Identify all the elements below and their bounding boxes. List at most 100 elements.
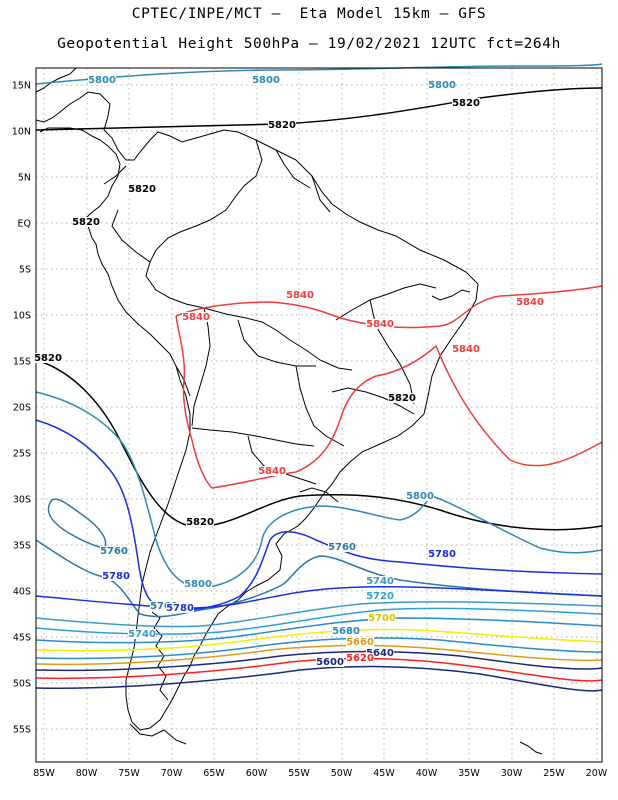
- lon-tick-label: 85W: [33, 768, 55, 779]
- contour-label: 5600: [316, 657, 344, 668]
- lat-tick-label: 10S: [13, 311, 31, 322]
- contour-label-bg: [128, 184, 156, 194]
- contour-label-bg: [34, 353, 62, 363]
- contour-label: 5620: [346, 653, 374, 664]
- contour-label-bg: [452, 98, 480, 108]
- contour-label: 5840: [452, 344, 480, 355]
- contour-label-bg: [72, 217, 100, 227]
- lat-tick-label: 15S: [13, 357, 31, 368]
- contour-label: 5840: [516, 297, 544, 308]
- contour-label: 5680: [332, 626, 360, 637]
- contour-label-bg: [316, 657, 344, 667]
- contour-label-layer: 5800 5800 5800 5820 5820 5820 5820 5820 5820 5820…: [34, 75, 544, 668]
- contour-label: 5840: [366, 319, 394, 330]
- contour-label-bg: [366, 576, 394, 586]
- lon-tick-label: 30W: [501, 768, 523, 779]
- lon-tick-label: 55W: [288, 768, 310, 779]
- lat-tick-label: 35S: [13, 541, 31, 552]
- lat-axis: 15N 10N 5N EQ 5S 10S 15S 20S 25S 30S 35S 40S 45S 50S 5…: [12, 81, 31, 736]
- lon-tick-label: 60W: [246, 768, 268, 779]
- lat-tick-label: 25S: [13, 449, 31, 460]
- contour-label-bg: [268, 120, 296, 130]
- lon-tick-label: 65W: [203, 768, 225, 779]
- contour-label-bg: [166, 603, 194, 613]
- contour-label: 5800: [406, 491, 434, 502]
- coastline: [35, 67, 543, 755]
- lat-tick-label: 50S: [13, 679, 31, 690]
- contour-label: 5640: [366, 648, 394, 659]
- lon-axis: 85W 80W 75W 70W 65W 60W 55W 50W 45W 40W 35W 30W 25W 2…: [33, 768, 608, 779]
- lon-tick-label: 40W: [416, 768, 438, 779]
- lon-tick-label: 25W: [543, 768, 565, 779]
- contour-label-bg: [182, 312, 210, 322]
- contour-label: 5820: [268, 120, 296, 131]
- chart-title: CPTEC/INPE/MCT – Eta Model 15km – GFS: [131, 6, 487, 22]
- grid: [36, 68, 602, 762]
- contour-label: 5760: [150, 601, 178, 612]
- contour-label: 5760: [328, 542, 356, 553]
- contour-label: 5800: [428, 80, 456, 91]
- contours: [35, 63, 603, 692]
- lon-tick-label: 75W: [118, 768, 140, 779]
- plot-frame: [35, 67, 603, 763]
- contour-label: 5800: [184, 579, 212, 590]
- contour-label-bg: [346, 637, 374, 647]
- contour-label-bg: [428, 80, 456, 90]
- lon-tick-label: 45W: [373, 768, 395, 779]
- contour-label-bg: [366, 591, 394, 601]
- contour-label: 5780: [428, 549, 456, 560]
- contour-label-bg: [88, 75, 116, 85]
- contour-label: 5840: [182, 312, 210, 323]
- contour-label-bg: [184, 579, 212, 589]
- lat-tick-label: 45S: [13, 633, 31, 644]
- contour-label: 5660: [346, 637, 374, 648]
- contour-label-bg: [332, 626, 360, 636]
- contour-label-bg: [406, 491, 434, 501]
- contour-label-bg: [252, 75, 280, 85]
- chart-subtitle: Geopotential Height 500hPa – 19/02/2021 …: [57, 36, 561, 52]
- contour-label: 5700: [368, 613, 396, 624]
- contour-label: 5820: [452, 98, 480, 109]
- contour-label: 5840: [286, 290, 314, 301]
- contour-label-bg: [366, 648, 394, 658]
- contour-label-bg: [286, 290, 314, 300]
- contour-label: 5820: [128, 184, 156, 195]
- contour-label-bg: [428, 549, 456, 559]
- contour-label: 5720: [366, 591, 394, 602]
- contour-label-bg: [102, 571, 130, 581]
- lat-tick-label: 10N: [12, 127, 31, 138]
- lat-tick-label: EQ: [18, 219, 31, 230]
- contour-label-bg: [366, 319, 394, 329]
- contour-label: 5800: [88, 75, 116, 86]
- contour-label: 5800: [252, 75, 280, 86]
- lat-tick-label: 15N: [12, 81, 31, 92]
- contour-label-bg: [388, 393, 416, 403]
- lon-tick-label: 35W: [458, 768, 480, 779]
- contour-label-bg: [150, 601, 178, 611]
- contour-label-bg: [452, 344, 480, 354]
- contour-label: 5780: [166, 603, 194, 614]
- contour-label-bg: [128, 629, 156, 639]
- contour-label: 5820: [34, 353, 62, 364]
- contour-label-bg: [516, 297, 544, 307]
- contour-label: 5820: [72, 217, 100, 228]
- contour-label: 5780: [102, 571, 130, 582]
- lat-tick-label: 20S: [13, 403, 31, 414]
- contour-label: 5820: [186, 517, 214, 528]
- contour-label-bg: [346, 653, 374, 663]
- lat-tick-label: 40S: [13, 587, 31, 598]
- contour-label-bg: [258, 466, 286, 476]
- contour-label: 5820: [388, 393, 416, 404]
- lat-tick-label: 5N: [18, 173, 31, 184]
- lat-tick-label: 5S: [19, 265, 31, 276]
- contour-label-bg: [328, 542, 356, 552]
- lat-tick-label: 30S: [13, 495, 31, 506]
- contour-label-bg: [100, 546, 128, 556]
- contour-label: 5760: [100, 546, 128, 557]
- contour-label-bg: [186, 517, 214, 527]
- contour-label: 5740: [366, 576, 394, 587]
- lon-tick-label: 50W: [331, 768, 353, 779]
- contour-label-bg: [368, 613, 396, 623]
- lon-tick-label: 80W: [76, 768, 98, 779]
